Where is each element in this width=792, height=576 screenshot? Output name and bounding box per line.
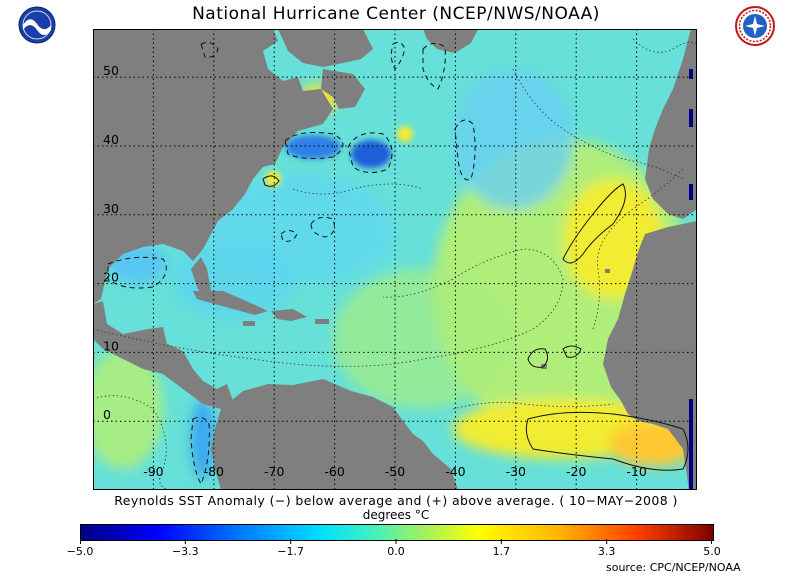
lon-tick-label: -40	[445, 464, 465, 479]
lat-tick-label: 20	[103, 270, 119, 285]
colorbar	[80, 524, 714, 541]
lon-tick-label: -50	[385, 464, 405, 479]
negative-contours	[107, 41, 476, 486]
lon-tick-label: -80	[204, 464, 224, 479]
units-label: degrees °C	[362, 508, 430, 522]
map-caption: Reynolds SST Anomaly (−) below average a…	[114, 493, 678, 508]
colorbar-label: 1.7	[492, 545, 511, 558]
colorbar-label: 0.0	[387, 545, 405, 558]
lon-tick-label: -60	[324, 464, 344, 479]
lon-tick-label: -90	[143, 464, 163, 479]
lat-tick-label: 10	[103, 338, 119, 353]
lon-tick-label: -20	[566, 464, 586, 479]
tick-labels: -90 -80 -70 -60 -50 -40 -30 -20 -10 0 10 20 30 40 50	[103, 63, 647, 479]
colorbar-label: 3.3	[597, 545, 616, 558]
nws-logo	[735, 6, 775, 46]
colorbar-label: −3.3	[171, 545, 199, 558]
lon-tick-label: -30	[506, 464, 526, 479]
map-frame	[93, 29, 697, 490]
page-title: National Hurricane Center (NCEP/NWS/NOAA…	[192, 4, 600, 24]
lon-tick-label: -10	[626, 464, 646, 479]
lon-tick-label: -70	[264, 464, 284, 479]
graticule	[93, 29, 697, 490]
colorbar-label: −5.0	[66, 545, 94, 558]
sst-anomaly-map: -90 -80 -70 -60 -50 -40 -30 -20 -10 0 10 20 30 40 50	[93, 29, 697, 490]
noaa-logo	[18, 6, 56, 44]
lat-tick-label: 40	[103, 132, 119, 147]
lat-tick-label: 50	[103, 63, 119, 78]
map-canvas: -90 -80 -70 -60 -50 -40 -30 -20 -10 0 10 20 30 40 50	[93, 29, 697, 490]
lat-tick-label: 30	[103, 201, 119, 216]
colorbar-ticks	[80, 539, 712, 544]
colorbar-label: −1.7	[277, 545, 305, 558]
source-credit: source: CPC/NCEP/NOAA	[606, 561, 741, 574]
lat-tick-label: 0	[103, 407, 111, 422]
contours	[262, 175, 689, 471]
colorbar-label: 5.0	[703, 545, 721, 558]
zero-contours	[93, 38, 697, 490]
